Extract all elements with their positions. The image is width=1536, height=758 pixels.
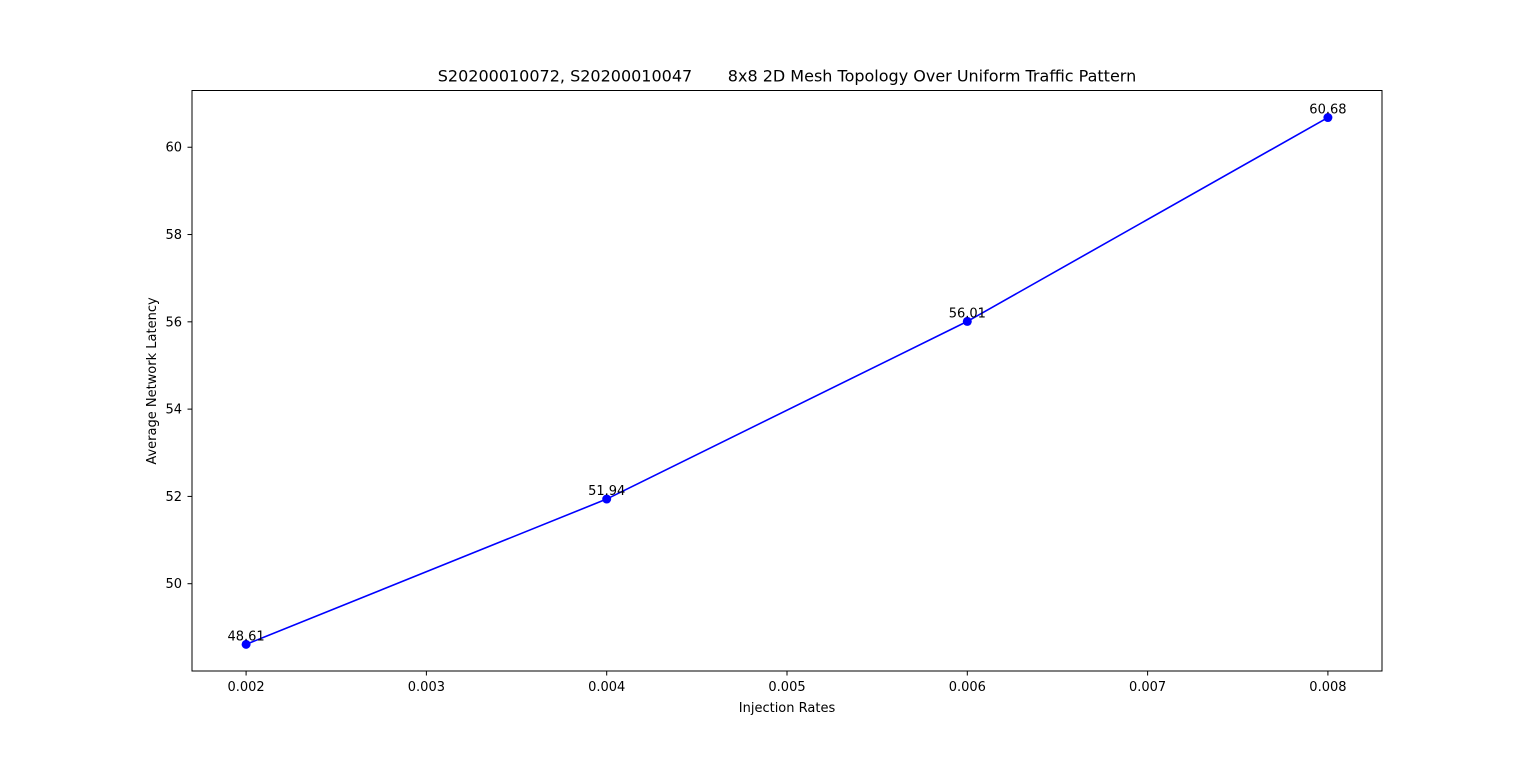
x-tick-label: 0.002	[227, 680, 264, 695]
x-tick-label: 0.003	[408, 680, 445, 695]
data-point	[962, 316, 972, 326]
series-line	[245, 116, 1329, 646]
data-label: 56.01	[949, 306, 986, 321]
data-point	[241, 639, 251, 649]
y-tick-label: 52	[165, 490, 182, 505]
y-axis: 50 52 54 56 58 60	[165, 141, 192, 592]
plot-area	[191, 90, 1383, 672]
data-point	[1323, 113, 1333, 123]
y-tick-label: 58	[165, 228, 182, 243]
data-point	[602, 494, 612, 504]
y-axis-label: Average Network Latency	[145, 297, 160, 465]
y-tick-label: 50	[165, 577, 182, 592]
x-tick-label: 0.006	[949, 680, 986, 695]
data-label: 51.94	[588, 484, 625, 499]
series-layer: 48.61 51.94 56.01 60.68	[227, 103, 1347, 649]
x-tick-label: 0.007	[1129, 680, 1166, 695]
x-tick-label: 0.004	[588, 680, 625, 695]
y-tick-label: 60	[165, 141, 182, 156]
x-tick-label: 0.008	[1309, 680, 1346, 695]
y-tick-label: 54	[165, 403, 182, 418]
data-label: 48.61	[227, 629, 264, 644]
x-axis: 0.002 0.003 0.004 0.005 0.006 0.007 0.008	[227, 671, 1347, 695]
y-tick-label: 56	[165, 315, 182, 330]
x-tick-label: 0.005	[768, 680, 805, 695]
x-axis-label: Injection Rates	[739, 701, 836, 716]
data-label: 60.68	[1309, 103, 1346, 118]
chart-title: S20200010072, S20200010047 8x8 2D Mesh T…	[438, 67, 1136, 86]
